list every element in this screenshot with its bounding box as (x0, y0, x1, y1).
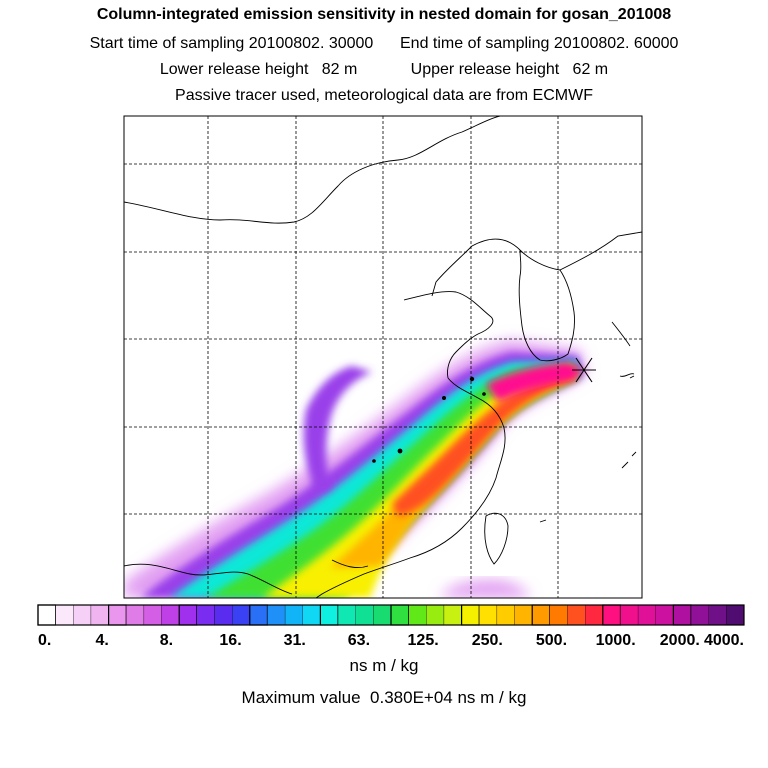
colorbar-swatch (143, 604, 162, 626)
colorbar-swatch (461, 604, 480, 626)
release-heights: Lower release height 82 m Upper release … (0, 61, 768, 79)
model-note: Passive tracer used, meteorological data… (175, 87, 593, 104)
colorbar-swatch (73, 604, 92, 626)
city-dot (372, 459, 376, 463)
map-frame (123, 115, 643, 599)
colorbar-swatch (602, 604, 622, 626)
colorbar-labels: 0. 4. 8. 16. 31. 63. 125. 250. 500. 1000. 2000. 400… (38, 632, 744, 649)
release-lower: Lower release height 82 m (159, 61, 358, 78)
coast-japan (611, 321, 635, 377)
colorbar-swatch (284, 604, 303, 626)
colorbar-swatch (319, 604, 339, 626)
coast-shandong (403, 291, 494, 379)
colorbar-swatch (231, 604, 250, 626)
plume-layer (124, 340, 586, 598)
release-upper: Upper release height 62 m (410, 61, 609, 78)
coastlines (124, 116, 642, 598)
city-dot (442, 396, 446, 400)
colorbar-swatch (249, 604, 269, 626)
colorbar: 0. 4. 8. 16. 31. 63. 125. 250. 500. 1000. 2000. 400… (37, 604, 745, 649)
colorbar-swatch (690, 604, 709, 626)
coast-central (315, 377, 506, 598)
colorbar-swatch (355, 604, 374, 626)
coast-korea-north (431, 238, 521, 297)
colorbar-outline (37, 604, 745, 626)
colorbar-swatch (90, 604, 109, 626)
colorbar-swatch (161, 604, 180, 626)
colorbar-swatch (496, 604, 515, 626)
colorbar-swatch (196, 604, 215, 626)
border-inland (124, 559, 369, 595)
colorbar-swatch (567, 604, 586, 626)
colorbar-swatch (267, 604, 286, 626)
receptor-marker (572, 357, 596, 383)
plume-red-core (392, 368, 576, 516)
colorbar-swatch (672, 604, 692, 626)
colorbar-swatch (373, 604, 392, 626)
colorbar-swatch (37, 604, 57, 626)
colorbar-swatch (479, 604, 498, 626)
colorbar-tick-label: 8. (160, 632, 173, 649)
colorbar-swatch (390, 604, 410, 626)
sampling-times: Start time of sampling 20100802. 30000 E… (0, 35, 768, 53)
colorbar-swatch (726, 604, 745, 626)
colorbar-tick-label: 2000. (660, 632, 700, 649)
colorbar-swatch (443, 604, 462, 626)
colorbar-tick-label: 63. (348, 632, 370, 649)
colorbar-swatch (337, 604, 356, 626)
colorbar-swatch (302, 604, 321, 626)
colorbar-tick-label: 16. (219, 632, 241, 649)
sampling-end: End time of sampling 20100802. 60000 (400, 35, 679, 52)
maximum-value: Maximum value 0.380E+04 ns m / kg (241, 688, 527, 707)
coast-korea (518, 249, 575, 362)
colorbar-tick-label: 250. (472, 632, 503, 649)
coast-korea-east (559, 231, 642, 271)
colorbar-tick-label: 4000. (704, 632, 744, 649)
city-markers (372, 376, 486, 463)
colorbar-tick-label: 500. (536, 632, 567, 649)
coast-bohai-north (124, 116, 501, 224)
colorbar-swatch (708, 604, 727, 626)
colorbar-swatch (549, 604, 568, 626)
colorbar-swatch (514, 604, 533, 626)
colorbar-boxes (37, 604, 745, 626)
colorbar-swatch (531, 604, 551, 626)
colorbar-swatch (426, 604, 445, 626)
colorbar-swatch (107, 604, 127, 626)
city-dot (482, 392, 486, 396)
plume-magenta-core (486, 362, 584, 402)
colorbar-swatch (620, 604, 639, 626)
colorbar-swatch (178, 604, 198, 626)
colorbar-tick-label: 31. (284, 632, 306, 649)
colorbar-swatch (637, 604, 656, 626)
colorbar-swatch (655, 604, 674, 626)
colorbar-tick-label: 0. (38, 632, 51, 649)
city-dot (397, 448, 403, 454)
colorbar-unit: ns m / kg (349, 656, 419, 675)
plume-south-patch (440, 579, 530, 598)
colorbar-tick-label: 4. (96, 632, 109, 649)
graticule (124, 116, 642, 598)
colorbar-swatch (585, 604, 603, 626)
colorbar-swatch (408, 604, 427, 626)
islands-east (539, 375, 637, 523)
colorbar-tick-label: 125. (408, 632, 439, 649)
colorbar-swatch (55, 604, 74, 626)
sampling-start: Start time of sampling 20100802. 30000 (89, 35, 374, 52)
colorbar-swatch (214, 604, 233, 626)
colorbar-swatch (126, 604, 145, 626)
colorbar-tick-label: 1000. (596, 632, 636, 649)
city-dot (469, 376, 475, 382)
plot-title: Column-integrated emission sensitivity i… (96, 6, 672, 23)
plume-north-branch (303, 366, 372, 492)
